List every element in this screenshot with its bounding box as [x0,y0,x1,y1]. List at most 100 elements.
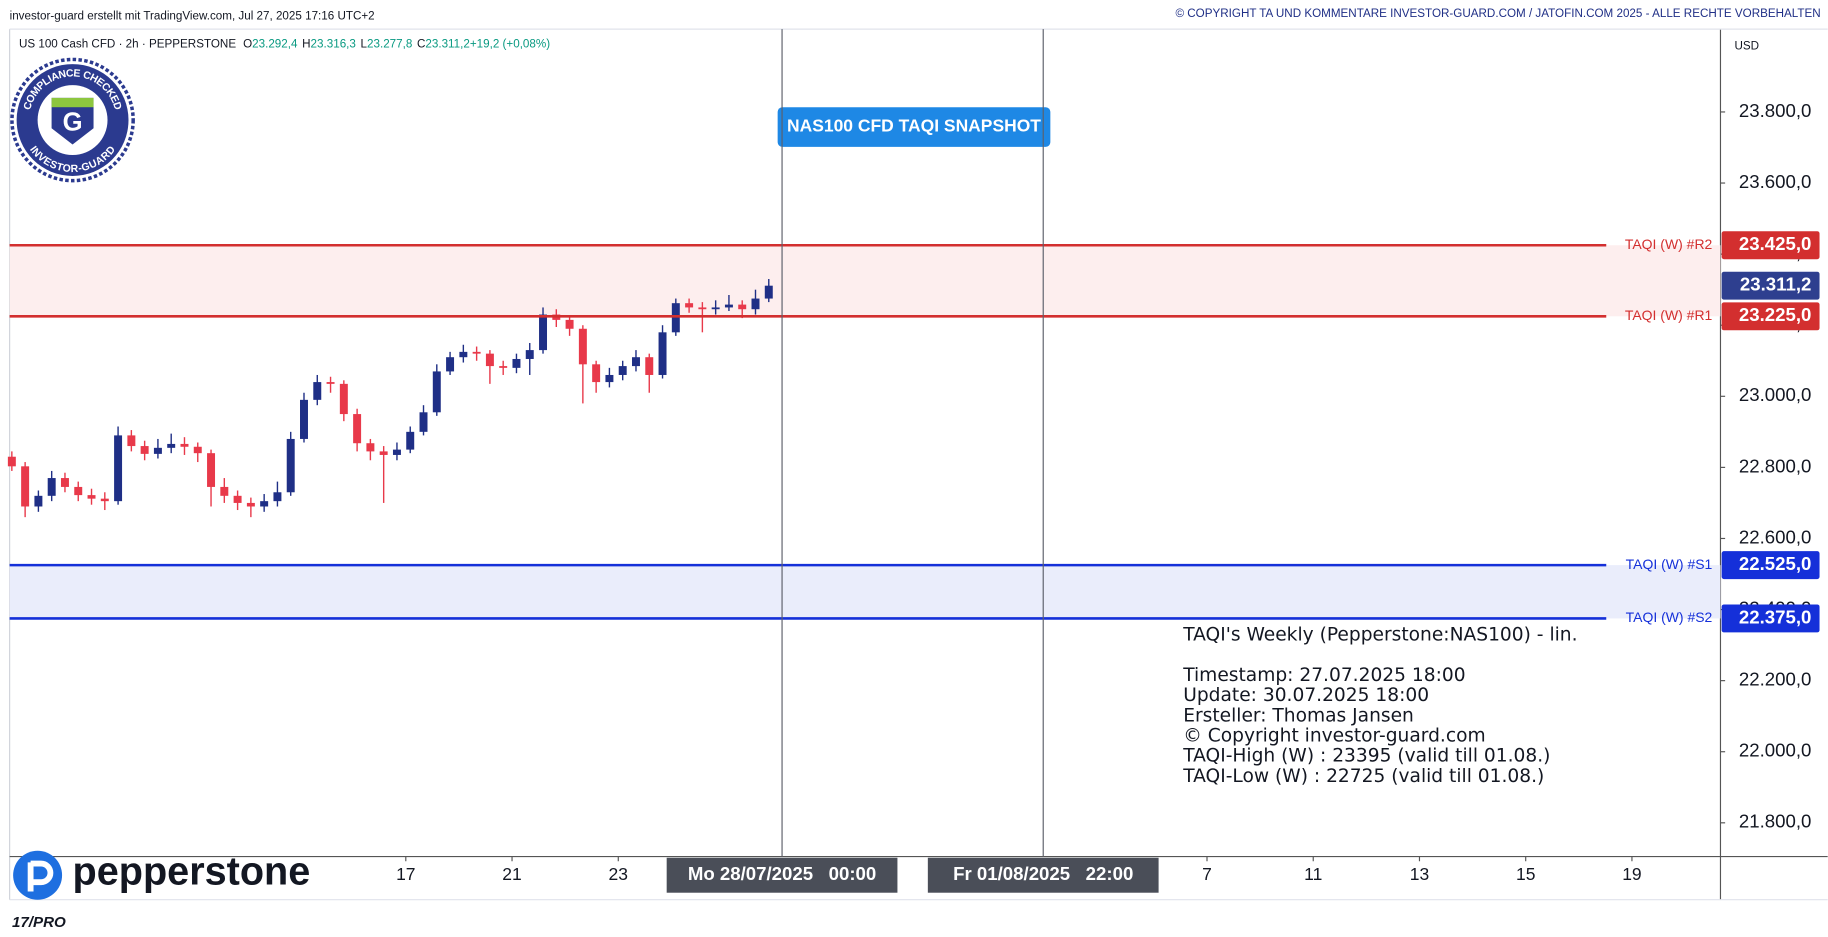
x-tick-label: 15 [1516,864,1535,884]
candle-body [21,466,30,507]
candle-body [658,332,667,375]
candle-body [685,303,694,308]
level-name: TAQI (W) #R2 [1625,236,1713,252]
copyright: © COPYRIGHT TA UND KOMMENTARE INVESTOR-G… [1175,7,1820,20]
broker-icon-p [27,860,54,892]
level-zone [9,245,1721,317]
candle-body [645,357,654,375]
y-tick-label: 22.800,0 [1739,455,1812,476]
x-tick-label: 11 [1304,864,1322,884]
x-tick-label: 21 [502,864,521,884]
candle-body [114,435,123,502]
symbol: US 100 Cash CFD · 2h · PEPPERSTONE [19,37,236,50]
symbol-legend: US 100 Cash CFD · 2h · PEPPERSTONE O23.29… [19,37,550,50]
x-tick-label: 23 [609,864,628,884]
level-tag-label: 23.225,0 [1739,304,1812,325]
level-name: TAQI (W) #R1 [1625,307,1713,323]
candle-body [671,303,680,333]
legend-value: 23.316,3 [311,37,356,50]
level-tag [1721,551,1820,580]
candle-body [207,453,216,487]
x-tick-label: 7 [1202,864,1212,884]
candle-body [764,285,773,299]
candle-body [406,431,415,450]
compliance-badge: G COMPLIANCE CHECKED INVESTOR-GUARD [10,57,135,183]
badge-shield [51,97,94,145]
candle-body [578,328,587,365]
candle-body [246,502,255,507]
candle-body [459,351,468,358]
y-tick-label: 23.600,0 [1739,171,1812,192]
level-name: TAQI (W) #S1 [1626,556,1713,572]
legend-key: O [243,37,252,50]
candle-body [7,456,16,467]
x-tick-label: 17 [396,864,415,884]
level-tag-label: 22.525,0 [1739,553,1812,574]
candle-body [300,399,308,439]
level-name: TAQI (W) #S2 [1626,609,1713,625]
info-line: Ersteller: Thomas Jansen [1183,705,1414,726]
candle-body [592,364,601,383]
info-line: Timestamp: 27.07.2025 18:00 [1182,665,1465,686]
marker-tag [927,857,1159,893]
candle-body [34,495,43,507]
info-line: Update: 30.07.2025 18:00 [1183,685,1429,706]
candle-body [698,307,707,310]
candle-body [153,447,162,454]
currency: USD [1734,40,1759,53]
info-line: TAQI-High (W) : 23395 (valid till 01.08.… [1182,746,1550,767]
candle-body [485,353,494,367]
candle-body [260,501,269,507]
broker-icon [13,850,63,900]
candle-body [100,498,109,502]
y-tick-label: 23.800,0 [1739,100,1812,121]
candle-body [233,495,242,503]
candle-body [339,383,348,415]
legend-value: 23.292,4 [252,37,298,50]
level-zone [9,565,1721,619]
marker-label: Mo 28/07/2025 00:00 [688,863,876,884]
candle-body [193,446,202,454]
badge-letter: G [63,108,83,136]
candle-body [392,449,401,455]
level-tag [1721,604,1820,633]
candle-body [220,486,229,496]
candle-body [127,435,136,447]
candle-body [47,478,56,496]
candle-body [565,319,574,329]
candle-body [419,412,428,432]
legend-key: C [417,37,425,50]
candle-body [751,298,760,310]
candle-body [711,307,720,310]
marker-tag [666,857,898,893]
legend-value: +19,2 (+0,08%) [470,37,550,50]
candle-body [724,304,733,308]
info-line: © Copyright investor-guard.com [1183,725,1485,746]
snapshot-box [777,107,1051,147]
candle-body [366,443,375,452]
tv-logo: 17/PRO [12,914,66,931]
candle-body [140,446,149,454]
legend-key: H [302,37,310,50]
candle-body [313,382,322,400]
legend-value: 23.277,8 [367,37,412,50]
x-tick-label: 13 [1410,864,1429,884]
candle-body [60,478,69,487]
legend-key: L [361,37,368,50]
marker-label: Fr 01/08/2025 22:00 [953,863,1133,884]
candle-body [74,486,83,496]
y-tick-label: 23.000,0 [1739,384,1812,405]
candle-body [525,350,534,359]
candle-body [273,492,282,502]
credit: investor-guard erstellt mit TradingView.… [10,9,375,22]
y-tick-label: 22.200,0 [1739,669,1812,690]
last-price-tag [1721,271,1820,300]
candle-body [326,382,335,384]
candle-body [738,304,747,310]
badge-shield-top [51,97,94,108]
y-tick-label: 21.800,0 [1739,811,1812,832]
candle-body [180,443,189,447]
level-tag [1721,302,1820,331]
